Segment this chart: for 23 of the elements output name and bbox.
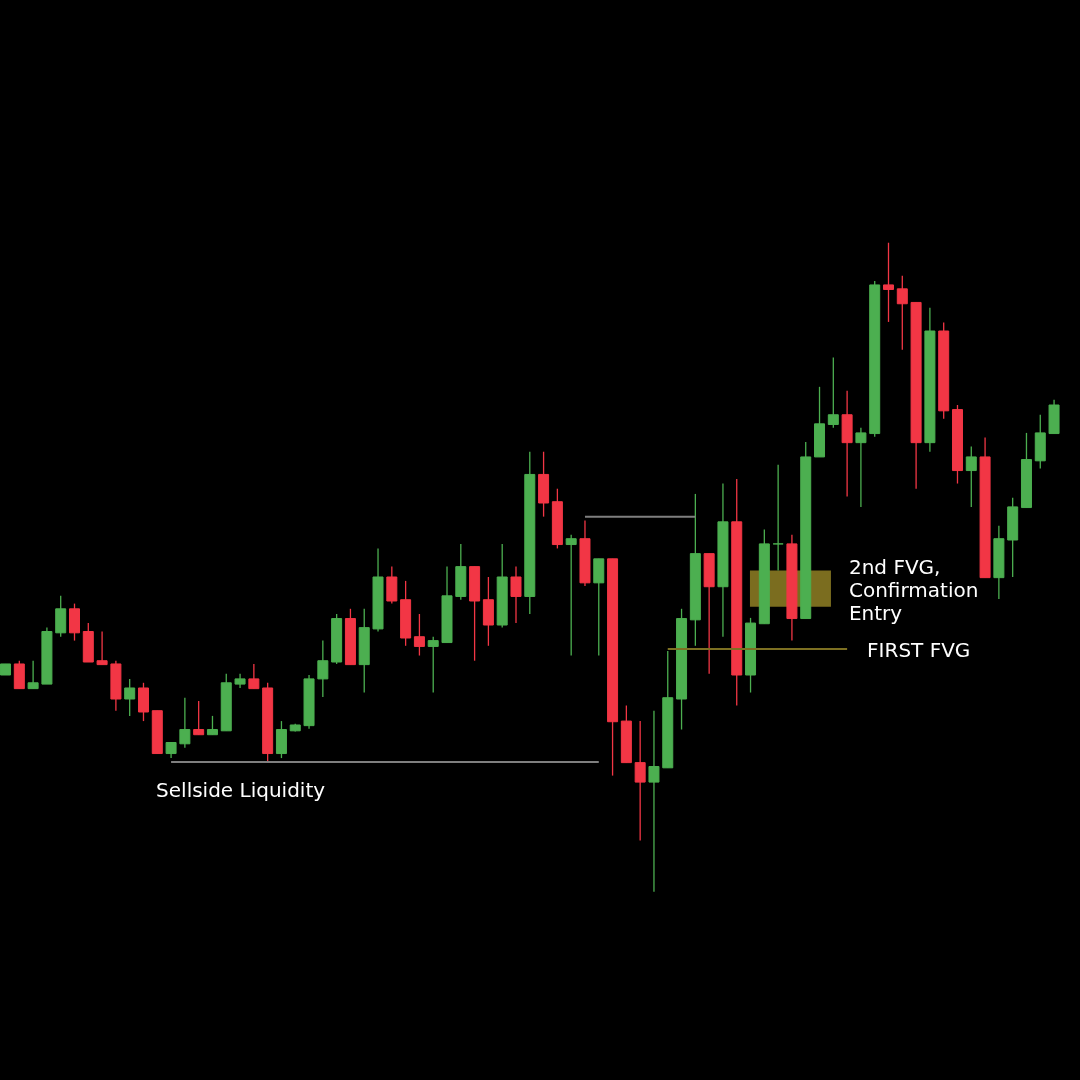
candlestick bbox=[965, 445, 977, 508]
candlestick bbox=[827, 356, 839, 429]
series-label: Sellside Liquidity bbox=[156, 777, 326, 802]
candlestick bbox=[772, 464, 784, 572]
band-label: 2nd FVG, Confirmation Entry bbox=[848, 554, 979, 625]
candlestick bbox=[206, 715, 218, 736]
candlestick bbox=[510, 565, 522, 624]
candlestick bbox=[634, 720, 646, 842]
candlestick bbox=[565, 534, 577, 657]
candlestick bbox=[855, 427, 867, 508]
candlestick bbox=[248, 663, 260, 690]
candlestick bbox=[427, 636, 439, 694]
candlestick bbox=[413, 613, 425, 657]
candlestick bbox=[179, 697, 191, 749]
candlestick bbox=[96, 630, 108, 666]
candlestick bbox=[317, 639, 329, 698]
candlestick bbox=[27, 660, 39, 690]
candlestick bbox=[124, 678, 136, 717]
candlestick bbox=[896, 275, 908, 351]
candlestick bbox=[883, 242, 894, 323]
candlestick bbox=[648, 710, 660, 893]
candlestick bbox=[193, 700, 205, 736]
series-label: FIRST FVG bbox=[867, 638, 971, 663]
